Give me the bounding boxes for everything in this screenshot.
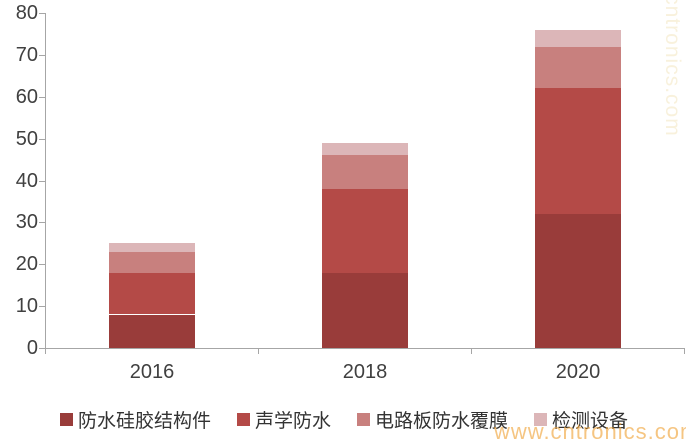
y-axis-label: 50 bbox=[15, 127, 38, 150]
legend-swatch-icon bbox=[60, 413, 73, 426]
bar-segment bbox=[322, 155, 408, 189]
bar-segment bbox=[535, 214, 621, 348]
legend-item: 检测设备 bbox=[534, 406, 628, 433]
legend-label: 电路板防水覆膜 bbox=[375, 411, 509, 432]
legend-swatch-icon bbox=[237, 413, 251, 426]
legend-item: 防水硅胶结构件 bbox=[60, 406, 211, 433]
y-axis-line bbox=[45, 13, 46, 353]
bar-segment bbox=[322, 272, 408, 348]
bar-segment bbox=[535, 29, 621, 47]
y-axis-tick bbox=[39, 306, 45, 308]
x-axis-line bbox=[45, 348, 685, 349]
x-axis-tick bbox=[471, 349, 472, 354]
y-axis-label: 60 bbox=[15, 85, 38, 108]
y-axis-tick bbox=[39, 264, 45, 266]
y-axis-tick bbox=[39, 54, 45, 56]
y-axis-tick bbox=[39, 96, 45, 98]
y-axis-tick bbox=[39, 138, 45, 140]
bar-segment bbox=[109, 272, 195, 315]
legend: 防水硅胶结构件 声学防水 电路板防水覆膜 检测设备 bbox=[60, 406, 628, 433]
y-axis-label: 70 bbox=[15, 43, 38, 66]
y-axis-label: 40 bbox=[15, 169, 38, 192]
y-axis-label: 20 bbox=[15, 253, 38, 276]
bar-segment bbox=[535, 46, 621, 89]
legend-label: 声学防水 bbox=[255, 411, 332, 432]
bar-segment bbox=[109, 251, 195, 273]
bar-segment bbox=[322, 188, 408, 273]
x-axis-tick bbox=[258, 349, 259, 354]
legend-label: 检测设备 bbox=[552, 411, 629, 432]
y-axis-label: 0 bbox=[26, 337, 38, 359]
bar-segment bbox=[535, 88, 621, 214]
y-axis-tick bbox=[39, 13, 45, 14]
legend-item: 声学防水 bbox=[237, 406, 331, 433]
y-axis-tick bbox=[39, 180, 45, 182]
bar-segment bbox=[109, 314, 195, 348]
y-axis-label: 30 bbox=[15, 211, 38, 234]
y-axis-label: 80 bbox=[15, 2, 38, 24]
x-axis-tick bbox=[45, 349, 46, 354]
legend-label: 防水硅胶结构件 bbox=[78, 411, 212, 432]
y-axis-tick bbox=[39, 348, 45, 349]
x-axis-label: 2020 bbox=[555, 361, 601, 383]
watermark-right: www.cntronics.com bbox=[661, 0, 684, 137]
legend-swatch-icon bbox=[357, 413, 371, 426]
bar-segment bbox=[322, 142, 408, 156]
x-axis-label: 2016 bbox=[129, 361, 175, 383]
x-axis-label: 2018 bbox=[342, 361, 388, 383]
legend-item: 电路板防水覆膜 bbox=[357, 406, 508, 433]
y-axis-tick bbox=[39, 222, 45, 224]
bar-segment bbox=[109, 243, 195, 252]
y-axis-label: 10 bbox=[15, 295, 38, 318]
x-axis-tick bbox=[684, 349, 685, 354]
legend-swatch-icon bbox=[534, 413, 548, 426]
